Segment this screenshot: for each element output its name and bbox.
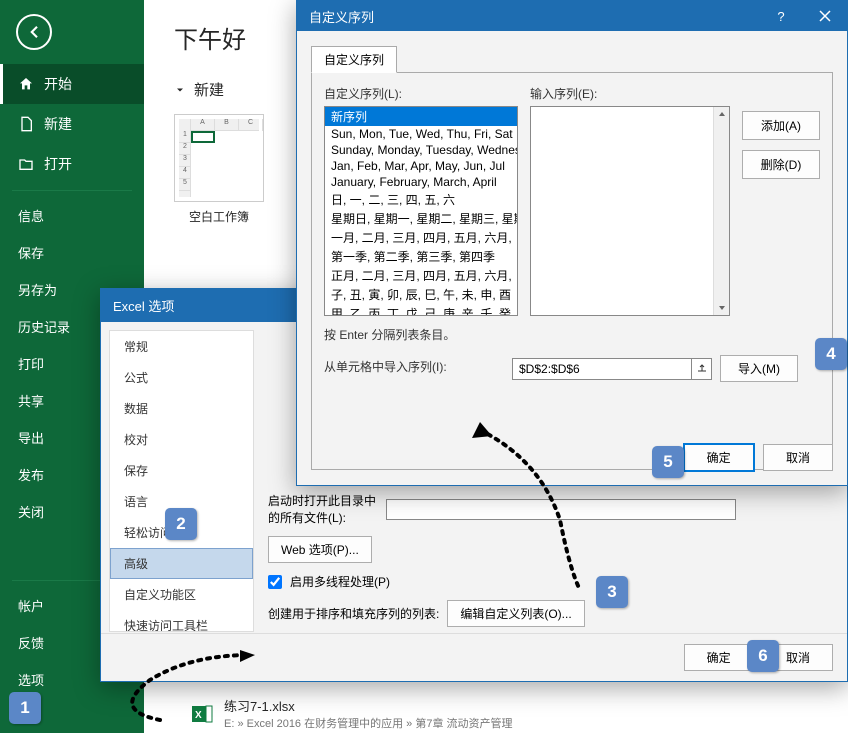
step-badge-6: 6 — [747, 640, 779, 672]
custom-lists-tab[interactable]: 自定义序列 — [311, 46, 397, 73]
import-label: 从单元格中导入序列(I): — [324, 358, 504, 375]
collapse-icon — [696, 363, 708, 375]
list-row[interactable]: 正月, 二月, 三月, 四月, 五月, 六月, — [325, 266, 517, 285]
list-row[interactable]: 日, 一, 二, 三, 四, 五, 六 — [325, 190, 517, 209]
opt-customize-ribbon[interactable]: 自定义功能区 — [110, 579, 253, 610]
step-badge-2: 2 — [165, 508, 197, 540]
nav-label: 打开 — [44, 154, 72, 174]
list-row[interactable]: 甲, 乙, 丙, 丁, 戊, 己, 庚, 辛, 壬, 癸 — [325, 304, 517, 316]
import-range-input[interactable] — [513, 359, 691, 379]
startup-label: 启动时打开此目录中的所有文件(L): — [268, 492, 378, 526]
nav-home[interactable]: 开始 — [0, 64, 144, 104]
step-badge-5: 5 — [652, 446, 684, 478]
nav-save[interactable]: 保存 — [0, 234, 144, 271]
nav-label: 新建 — [44, 114, 72, 134]
enter-hint: 按 Enter 分隔列表条目。 — [324, 326, 820, 343]
open-icon — [18, 156, 34, 172]
custom-lists-listbox[interactable]: 新序列 Sun, Mon, Tue, Wed, Thu, Fri, Sat Su… — [324, 106, 518, 316]
tab-panel: 自定义序列(L): 新序列 Sun, Mon, Tue, Wed, Thu, F… — [311, 72, 833, 470]
nav-info[interactable]: 信息 — [0, 197, 144, 234]
scroll-down-icon — [718, 303, 726, 311]
step-badge-1: 1 — [9, 692, 41, 724]
blank-workbook-tile[interactable]: A B C 1 2 3 4 5 空白工作簿 — [174, 114, 264, 225]
opt-general[interactable]: 常规 — [110, 331, 253, 362]
custom-titlebar: 自定义序列 ? — [297, 1, 847, 31]
chevron-down-icon — [174, 84, 186, 96]
nav-separator — [12, 190, 132, 191]
custom-title: 自定义序列 — [309, 7, 374, 26]
delete-button[interactable]: 删除(D) — [742, 150, 820, 179]
file-path: E: » Excel 2016 在财务管理中的应用 » 第7章 流动资产管理 — [224, 715, 513, 731]
import-button[interactable]: 导入(M) — [720, 355, 798, 382]
step-badge-4: 4 — [815, 338, 847, 370]
list-row[interactable]: 子, 丑, 寅, 卯, 辰, 巳, 午, 未, 申, 酉 — [325, 285, 517, 304]
back-arrow-icon — [25, 23, 43, 41]
opt-save[interactable]: 保存 — [110, 455, 253, 486]
opt-proofing[interactable]: 校对 — [110, 424, 253, 455]
custom-lists-dialog: 自定义序列 ? 自定义序列 自定义序列(L): 新序列 Sun, Mon, Tu… — [296, 0, 848, 486]
opt-formulas[interactable]: 公式 — [110, 362, 253, 393]
entries-textarea[interactable] — [530, 106, 730, 316]
close-button[interactable] — [803, 1, 847, 31]
options-footer: 确定 取消 — [101, 633, 847, 681]
file-name: 练习7-1.xlsx — [224, 696, 513, 715]
edit-custom-lists-button[interactable]: 编辑自定义列表(O)... — [447, 600, 584, 627]
custom-dlg-footer: 确定 取消 — [678, 444, 833, 471]
nav-open[interactable]: 打开 — [0, 144, 144, 184]
list-row[interactable]: 星期日, 星期一, 星期二, 星期三, 星期四 — [325, 209, 517, 228]
opt-advanced[interactable]: 高级 — [110, 548, 253, 579]
range-picker-button[interactable] — [691, 359, 711, 379]
list-row[interactable]: Jan, Feb, Mar, Apr, May, Jun, Jul — [325, 158, 517, 174]
web-options-button[interactable]: Web 选项(P)... — [268, 536, 372, 563]
multithread-checkbox[interactable] — [268, 575, 282, 589]
custom-lists-label: 自定义序列(L): — [324, 85, 518, 102]
entries-scrollbar[interactable] — [713, 107, 729, 315]
scroll-up-icon — [718, 111, 726, 119]
opt-data[interactable]: 数据 — [110, 393, 253, 424]
excel-file-icon: X — [190, 702, 214, 726]
opt-qat[interactable]: 快速访问工具栏 — [110, 610, 253, 632]
section-label: 新建 — [194, 79, 224, 100]
list-row[interactable]: 一月, 二月, 三月, 四月, 五月, 六月, — [325, 228, 517, 247]
back-button[interactable] — [16, 14, 52, 50]
file-info: 练习7-1.xlsx E: » Excel 2016 在财务管理中的应用 » 第… — [224, 696, 513, 731]
list-row[interactable]: 新序列 — [325, 107, 517, 126]
svg-text:X: X — [195, 710, 202, 721]
close-icon — [819, 10, 831, 22]
editlist-label: 创建用于排序和填充序列的列表: — [268, 605, 439, 622]
list-row[interactable]: January, February, March, April — [325, 174, 517, 190]
custom-cancel-button[interactable]: 取消 — [763, 444, 833, 471]
nav-label: 开始 — [44, 74, 72, 94]
startup-path-input[interactable] — [386, 499, 736, 520]
blank-workbook-caption: 空白工作簿 — [174, 208, 264, 225]
add-button[interactable]: 添加(A) — [742, 111, 820, 140]
help-button[interactable]: ? — [759, 1, 803, 31]
multithread-label: 启用多线程处理(P) — [290, 573, 390, 590]
list-row[interactable]: Sunday, Monday, Tuesday, Wednesday — [325, 142, 517, 158]
step-badge-3: 3 — [596, 576, 628, 608]
options-category-list: 常规 公式 数据 校对 保存 语言 轻松访问 高级 自定义功能区 快速访问工具栏… — [109, 330, 254, 632]
custom-ok-button[interactable]: 确定 — [684, 444, 754, 471]
options-ok-button[interactable]: 确定 — [684, 644, 754, 671]
recent-file-item[interactable]: X 练习7-1.xlsx E: » Excel 2016 在财务管理中的应用 »… — [190, 692, 513, 735]
nav-new[interactable]: 新建 — [0, 104, 144, 144]
home-icon — [18, 76, 34, 92]
blank-workbook-thumb: A B C 1 2 3 4 5 — [174, 114, 264, 202]
entries-label: 输入序列(E): — [530, 85, 730, 102]
list-row[interactable]: 第一季, 第二季, 第三季, 第四季 — [325, 247, 517, 266]
list-row[interactable]: Sun, Mon, Tue, Wed, Thu, Fri, Sat — [325, 126, 517, 142]
range-input-wrapper — [512, 358, 712, 380]
new-doc-icon — [18, 116, 34, 132]
